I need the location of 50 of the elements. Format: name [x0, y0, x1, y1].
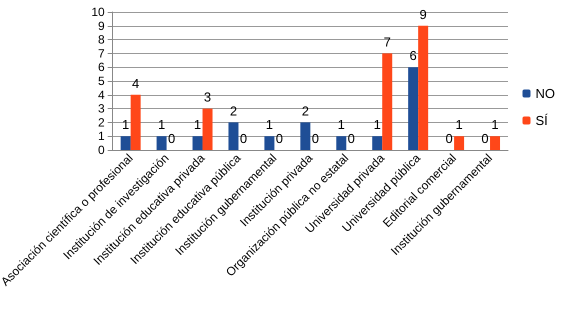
data-label: 4 — [132, 76, 140, 91]
y-tick-label: 8 — [98, 32, 105, 47]
bar — [336, 136, 346, 150]
y-tick-label: 7 — [98, 46, 105, 60]
data-label: 2 — [230, 103, 238, 118]
legend-label: SÍ — [536, 113, 548, 128]
data-label: 0 — [481, 131, 489, 146]
data-label: 3 — [204, 90, 212, 105]
legend-label: NO — [536, 86, 555, 101]
y-tick-label: 6 — [98, 60, 105, 74]
data-label: 1 — [158, 117, 166, 132]
data-label: 0 — [240, 131, 248, 146]
bar — [490, 136, 500, 150]
data-label: 1 — [374, 117, 381, 132]
y-tick-label: 4 — [98, 88, 105, 102]
data-label: 1 — [266, 117, 274, 132]
y-tick-label: 0 — [98, 143, 105, 157]
data-label: 0 — [312, 131, 319, 146]
data-label: 0 — [276, 131, 284, 146]
bar — [156, 136, 167, 150]
data-label: 0 — [445, 131, 453, 146]
bar — [382, 53, 392, 150]
bar — [192, 136, 203, 150]
data-label: 1 — [491, 117, 499, 132]
bar — [202, 108, 213, 150]
y-tick-label: 5 — [98, 74, 105, 88]
data-label: 2 — [302, 103, 309, 118]
data-label: 1 — [338, 117, 345, 132]
y-tick-label: 1 — [98, 129, 105, 144]
y-tick-label: 3 — [98, 102, 105, 116]
data-label: 1 — [455, 117, 463, 132]
data-label: 1 — [122, 117, 130, 132]
bar — [228, 122, 238, 150]
y-tick-label: 10 — [91, 5, 105, 19]
y-tick-label: 2 — [98, 115, 105, 130]
bar — [130, 94, 141, 150]
data-label: 1 — [194, 117, 202, 132]
bar — [408, 67, 418, 150]
data-label: 6 — [410, 48, 417, 64]
data-label: 0 — [348, 131, 355, 146]
data-label: 9 — [420, 6, 427, 22]
bar — [120, 136, 131, 150]
bar — [418, 26, 428, 150]
data-label: 7 — [384, 34, 391, 50]
bar — [264, 136, 274, 150]
y-tick-label: 9 — [98, 18, 105, 33]
bar — [454, 136, 464, 150]
bar — [372, 136, 382, 150]
data-label: 0 — [168, 131, 176, 146]
bar — [300, 122, 310, 150]
